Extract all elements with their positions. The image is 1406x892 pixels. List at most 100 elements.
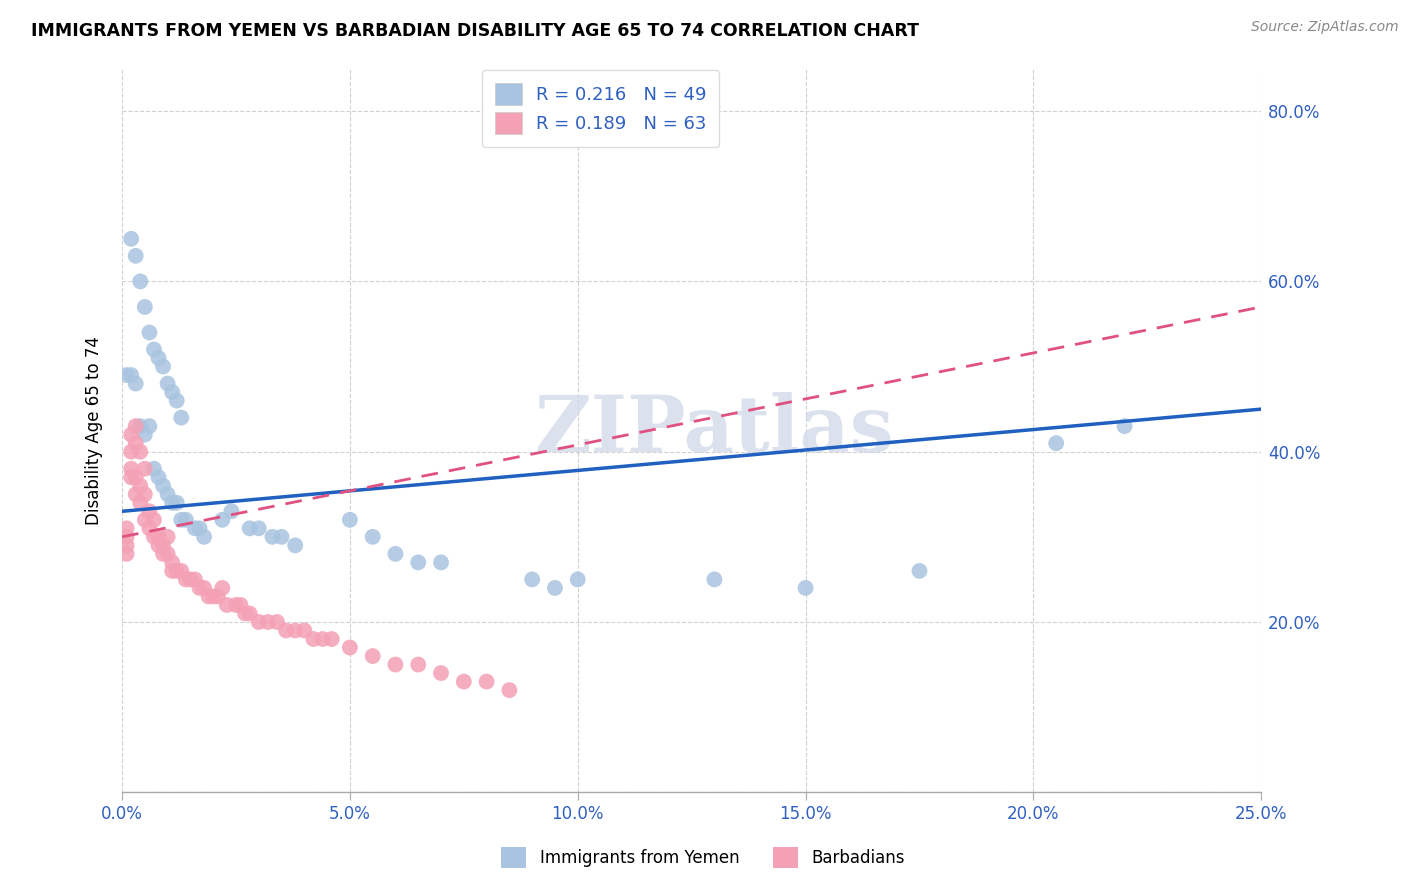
Point xyxy=(125,487,148,501)
Point xyxy=(193,530,215,544)
Point xyxy=(129,274,152,288)
Point xyxy=(179,573,201,587)
Point xyxy=(120,427,142,442)
Point xyxy=(138,419,160,434)
Point xyxy=(170,564,193,578)
Point xyxy=(498,683,520,698)
Point xyxy=(152,547,174,561)
Point xyxy=(247,521,270,535)
Point xyxy=(134,427,156,442)
Point xyxy=(239,607,262,621)
Point xyxy=(142,461,165,475)
Point xyxy=(284,538,307,552)
Point xyxy=(361,648,384,663)
Point xyxy=(125,249,148,263)
Point xyxy=(156,530,179,544)
Point xyxy=(134,300,156,314)
Point xyxy=(207,590,229,604)
Point xyxy=(142,513,165,527)
Point xyxy=(184,573,207,587)
Point xyxy=(292,624,315,638)
Point xyxy=(211,581,233,595)
Point xyxy=(129,496,152,510)
Point xyxy=(152,479,174,493)
Point xyxy=(520,573,543,587)
Point xyxy=(166,496,188,510)
Point xyxy=(166,393,188,408)
Point xyxy=(148,538,170,552)
Point xyxy=(247,615,270,629)
Point xyxy=(134,461,156,475)
Point xyxy=(142,343,165,357)
Y-axis label: Disability Age 65 to 74: Disability Age 65 to 74 xyxy=(86,336,103,524)
Point xyxy=(120,470,142,484)
Point xyxy=(339,640,361,655)
Point xyxy=(197,590,219,604)
Point xyxy=(239,521,262,535)
Point xyxy=(302,632,325,646)
Point xyxy=(148,351,170,365)
Point xyxy=(115,521,138,535)
Point xyxy=(202,590,225,604)
Point xyxy=(156,376,179,391)
Text: Source: ZipAtlas.com: Source: ZipAtlas.com xyxy=(1251,20,1399,34)
Point xyxy=(156,487,179,501)
Point xyxy=(215,598,238,612)
Point xyxy=(430,555,453,569)
Point xyxy=(339,513,361,527)
Point xyxy=(270,530,292,544)
Point xyxy=(221,504,243,518)
Point xyxy=(361,530,384,544)
Point xyxy=(152,538,174,552)
Point xyxy=(166,564,188,578)
Point xyxy=(134,513,156,527)
Point xyxy=(233,607,256,621)
Point xyxy=(129,419,152,434)
Point xyxy=(225,598,247,612)
Point xyxy=(794,581,817,595)
Point xyxy=(120,232,142,246)
Point xyxy=(544,581,567,595)
Point xyxy=(160,564,183,578)
Point xyxy=(120,444,142,458)
Text: IMMIGRANTS FROM YEMEN VS BARBADIAN DISABILITY AGE 65 TO 74 CORRELATION CHART: IMMIGRANTS FROM YEMEN VS BARBADIAN DISAB… xyxy=(31,22,920,40)
Point xyxy=(229,598,252,612)
Point xyxy=(115,547,138,561)
Point xyxy=(148,470,170,484)
Point xyxy=(274,624,297,638)
Point xyxy=(384,547,406,561)
Point xyxy=(138,504,160,518)
Point xyxy=(908,564,931,578)
Point xyxy=(115,368,138,382)
Point xyxy=(125,436,148,450)
Point xyxy=(384,657,406,672)
Point xyxy=(406,657,429,672)
Point xyxy=(170,513,193,527)
Point xyxy=(170,410,193,425)
Point xyxy=(160,496,183,510)
Point xyxy=(115,538,138,552)
Point xyxy=(138,521,160,535)
Point xyxy=(703,573,725,587)
Legend: Immigrants from Yemen, Barbadians: Immigrants from Yemen, Barbadians xyxy=(489,836,917,880)
Point xyxy=(188,581,211,595)
Point xyxy=(266,615,288,629)
Point xyxy=(152,359,174,374)
Point xyxy=(184,521,207,535)
Point xyxy=(321,632,343,646)
Point xyxy=(129,444,152,458)
Point xyxy=(257,615,280,629)
Point xyxy=(311,632,333,646)
Point xyxy=(125,376,148,391)
Point xyxy=(475,674,498,689)
Point xyxy=(125,470,148,484)
Point xyxy=(1114,419,1136,434)
Point xyxy=(120,368,142,382)
Point xyxy=(142,530,165,544)
Point xyxy=(453,674,475,689)
Point xyxy=(567,573,589,587)
Point xyxy=(174,573,197,587)
Point xyxy=(138,326,160,340)
Point xyxy=(211,513,233,527)
Point xyxy=(1045,436,1067,450)
